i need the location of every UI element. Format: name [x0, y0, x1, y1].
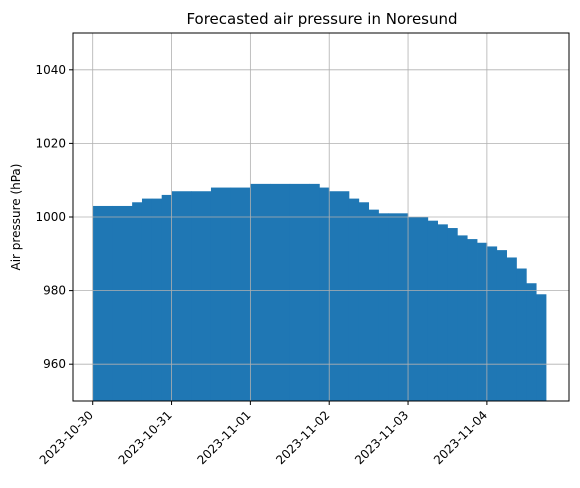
- bar: [132, 202, 143, 401]
- bar: [496, 250, 507, 401]
- grid: [73, 33, 569, 401]
- y-tick-label: 980: [43, 284, 66, 298]
- bar: [486, 246, 498, 401]
- bar: [141, 198, 153, 401]
- bar: [358, 202, 370, 401]
- y-tick-label: 960: [43, 357, 66, 371]
- bar: [230, 187, 251, 401]
- bar: [536, 294, 547, 401]
- x-axis: 2023-10-30 2023-10-31 2023-11-01 2023-11-02…: [37, 401, 490, 467]
- y-tick-label: 1000: [35, 210, 66, 224]
- bar: [210, 187, 232, 401]
- bar: [427, 220, 438, 401]
- bar: [112, 205, 133, 401]
- bar: [171, 191, 192, 401]
- bar: [270, 183, 291, 401]
- bars: [92, 183, 547, 401]
- x-tick-label: 2023-10-30: [37, 408, 96, 467]
- bar: [467, 239, 478, 401]
- bar: [161, 194, 172, 401]
- bar: [309, 183, 320, 401]
- bar: [526, 283, 537, 401]
- bar: [477, 242, 488, 401]
- bar: [506, 257, 517, 401]
- bar: [329, 191, 350, 401]
- x-tick-label: 2023-11-02: [273, 408, 332, 467]
- bar: [319, 187, 330, 401]
- y-tick-label: 1020: [35, 136, 66, 150]
- bar: [92, 205, 113, 401]
- x-tick-label: 2023-11-04: [431, 408, 490, 467]
- bar: [408, 217, 429, 401]
- bar: [447, 228, 458, 401]
- bar: [250, 183, 271, 401]
- bar: [191, 191, 212, 401]
- bar: [516, 268, 527, 401]
- bar: [388, 213, 409, 401]
- bar: [457, 235, 468, 401]
- bar: [289, 183, 310, 401]
- y-tick-label: 1040: [35, 63, 66, 77]
- bar: [437, 224, 448, 401]
- y-axis: 960 980 1000 1020 1040: [35, 63, 73, 371]
- bar: [378, 213, 389, 401]
- y-axis-label: Air pressure (hPa): [9, 164, 23, 271]
- x-tick-label: 2023-11-03: [352, 408, 411, 467]
- x-tick-label: 2023-11-01: [194, 408, 253, 467]
- chart-title: Forecasted air pressure in Noresund: [186, 10, 457, 28]
- bar: [151, 198, 163, 401]
- bar: [368, 209, 379, 401]
- x-tick-label: 2023-10-31: [116, 408, 175, 467]
- bar: [348, 198, 360, 401]
